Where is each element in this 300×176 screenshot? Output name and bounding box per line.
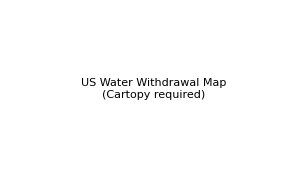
Text: US Water Withdrawal Map
(Cartopy required): US Water Withdrawal Map (Cartopy require… — [81, 78, 226, 100]
